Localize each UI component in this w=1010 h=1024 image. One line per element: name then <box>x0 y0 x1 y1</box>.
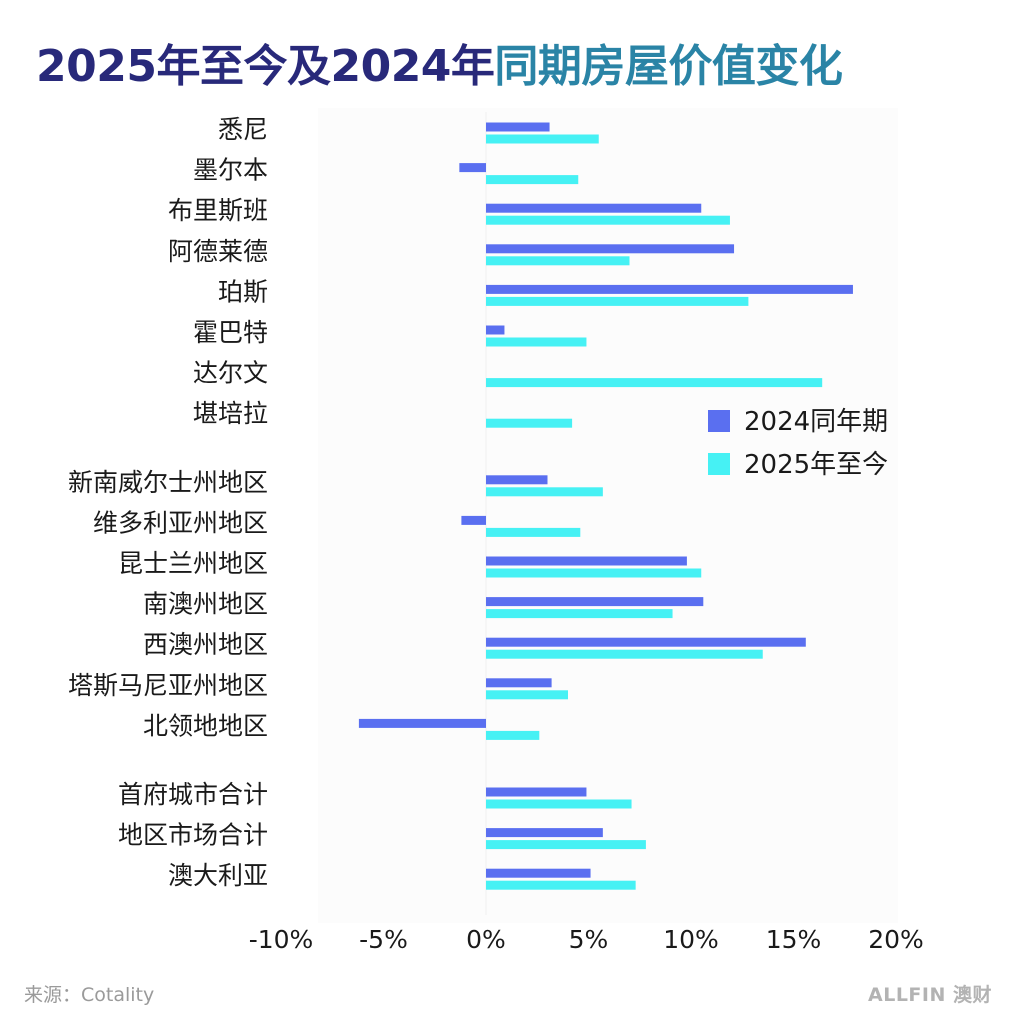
category-label: 达尔文 <box>193 359 268 388</box>
x-tick-label: 15% <box>766 925 822 954</box>
bar-2025 <box>486 337 587 347</box>
bar-2025 <box>486 215 730 225</box>
bar-2025 <box>486 378 823 388</box>
title-part2: 同期房屋价值变化 <box>494 41 843 92</box>
bar-2025 <box>486 799 632 809</box>
bar-2024 <box>486 678 552 688</box>
bar-2025 <box>486 175 579 185</box>
x-tick-label: 5% <box>569 925 609 954</box>
bar-2025 <box>486 487 603 497</box>
bar-2025 <box>486 296 749 306</box>
category-label: 澳大利亚 <box>168 861 268 890</box>
category-label: 堪培拉 <box>193 399 268 428</box>
legend-label: 2025年至今 <box>744 450 888 480</box>
category-label: 南澳州地区 <box>143 590 268 619</box>
bar-2024 <box>486 637 806 647</box>
category-label: 新南威尔士州地区 <box>68 468 268 497</box>
x-tick-label: 0% <box>466 925 506 954</box>
category-label: 昆士兰州地区 <box>118 549 268 578</box>
bar-2025 <box>486 527 581 537</box>
x-tick-label: 20% <box>868 925 924 954</box>
legend-swatch <box>708 410 730 432</box>
x-tick-label: -10% <box>249 925 314 954</box>
category-label: 墨尔本 <box>193 156 268 185</box>
bar-2024 <box>486 284 853 294</box>
bar-2025 <box>486 730 540 740</box>
category-label: 悉尼 <box>218 115 268 144</box>
bar-2025 <box>486 134 599 144</box>
bar-2025 <box>486 649 763 659</box>
bar-2024 <box>486 597 704 607</box>
x-tick-label: 10% <box>663 925 719 954</box>
title-part1: 2025年至今及2024年 <box>36 41 495 92</box>
brand-logo: ALLFIN 澳财 <box>868 984 992 1006</box>
source-note: 来源：Cotality <box>24 984 155 1006</box>
x-tick-label: -5% <box>359 925 408 954</box>
category-label: 塔斯马尼亚州地区 <box>68 671 268 700</box>
category-label: 西澳州地区 <box>143 630 268 659</box>
bar-2024 <box>486 325 505 335</box>
category-label: 地区市场合计 <box>118 821 268 850</box>
bar-2025 <box>486 418 573 428</box>
bar-2025 <box>486 256 630 266</box>
bar-2024 <box>486 244 735 254</box>
bar-2024 <box>358 718 486 728</box>
bar-2025 <box>486 609 673 619</box>
category-label: 维多利亚州地区 <box>93 508 268 537</box>
plot-area <box>318 108 898 923</box>
category-label: 布里斯班 <box>168 196 268 225</box>
bar-2024 <box>486 828 603 838</box>
category-label: 珀斯 <box>218 277 268 306</box>
bar-2024 <box>461 515 486 525</box>
category-label: 首府城市合计 <box>118 780 268 809</box>
bar-2024 <box>486 787 587 797</box>
bar-2024 <box>459 163 486 173</box>
category-label: 霍巴特 <box>193 318 268 347</box>
bar-2024 <box>486 122 550 132</box>
bar-2025 <box>486 840 646 850</box>
bar-2025 <box>486 880 636 890</box>
bar-2024 <box>486 556 687 566</box>
bar-2024 <box>486 203 702 213</box>
bar-2025 <box>486 568 702 578</box>
category-label: 阿德莱德 <box>168 237 268 266</box>
legend-swatch <box>708 453 730 475</box>
legend-label: 2024同年期 <box>744 407 888 437</box>
bar-2024 <box>486 868 591 878</box>
bar-2024 <box>486 475 548 485</box>
bar-2025 <box>486 690 568 700</box>
chart-title: 2025年至今及2024年同期房屋价值变化 <box>36 30 843 94</box>
category-label: 北领地地区 <box>143 711 268 740</box>
